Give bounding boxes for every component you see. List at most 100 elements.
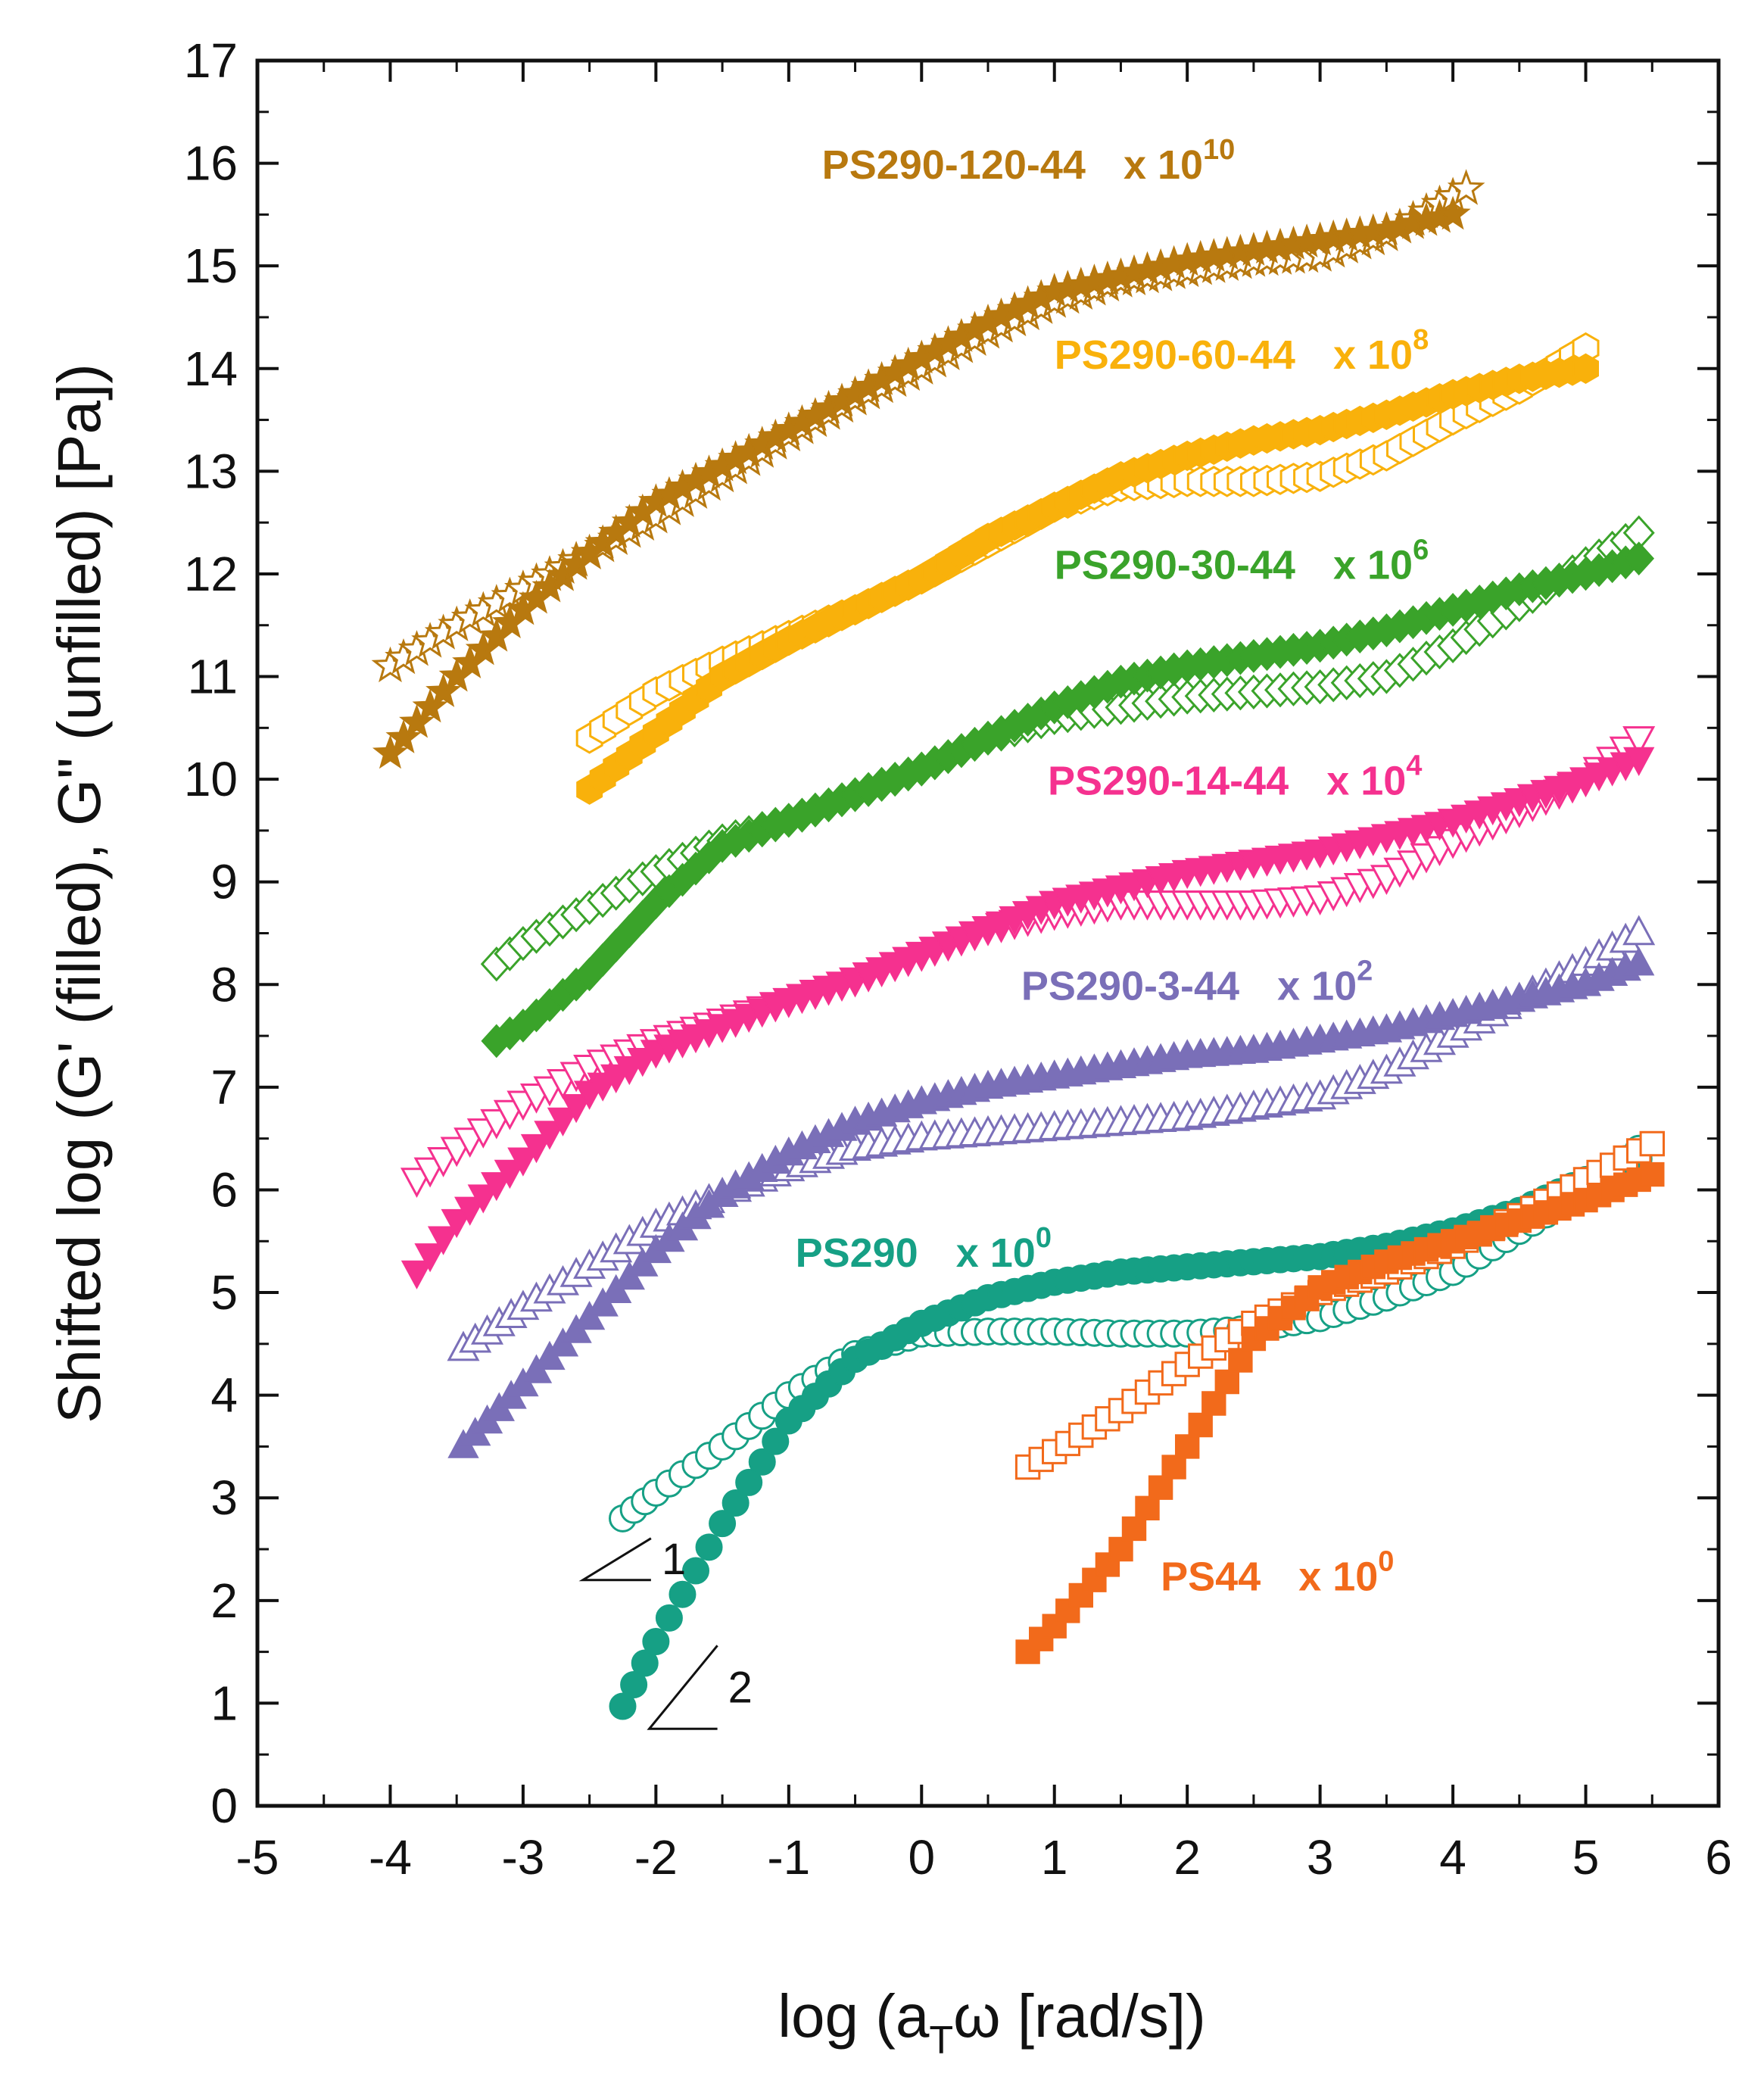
series-factor-exponent: 2 xyxy=(1357,956,1373,987)
storage-modulus-point xyxy=(1161,1455,1186,1480)
y-tick-label: 15 xyxy=(184,239,238,293)
x-tick-label: 1 xyxy=(1041,1830,1068,1885)
storage-modulus-point xyxy=(1435,195,1471,230)
y-tick-label: 13 xyxy=(184,444,238,498)
x-axis-title: log (aTω [rad/s]) xyxy=(778,1982,1206,2063)
y-axis-title: Shifted log (G' (filled), G" (unfilled) … xyxy=(45,363,113,1423)
storage-modulus-point xyxy=(695,1533,723,1561)
storage-modulus-point xyxy=(1623,946,1655,976)
series-ps290-60-44 xyxy=(575,332,1600,805)
y-tick-label: 0 xyxy=(210,1779,238,1833)
loss-modulus-point xyxy=(1447,169,1485,205)
series-factor-exponent: 4 xyxy=(1406,750,1422,781)
storage-modulus-point xyxy=(1572,353,1599,384)
y-tick-label: 7 xyxy=(210,1060,238,1115)
x-tick-label: 2 xyxy=(1173,1830,1201,1885)
x-axis-title-post: ω [rad/s]) xyxy=(953,1982,1206,2050)
y-tick-label: 4 xyxy=(210,1368,238,1423)
storage-modulus-point xyxy=(414,1243,446,1273)
storage-modulus-point xyxy=(1623,541,1655,575)
storage-modulus-point xyxy=(682,1557,709,1585)
series-factor: x 10 xyxy=(1333,543,1413,588)
storage-modulus-point xyxy=(748,1448,776,1476)
y-tick-label: 12 xyxy=(184,547,238,601)
slope-label-2: 2 xyxy=(728,1663,753,1712)
data-marks xyxy=(371,169,1665,1720)
storage-modulus-point xyxy=(669,1580,697,1608)
storage-modulus-point xyxy=(372,734,408,769)
storage-modulus-point xyxy=(1228,1348,1253,1373)
series-name: PS44 xyxy=(1161,1554,1261,1599)
loss-modulus-point xyxy=(1622,726,1656,756)
series-factor: x 10 xyxy=(956,1230,1036,1276)
series-label-ps290: PS290 x 100 xyxy=(796,1222,1052,1276)
series-name: PS290-120-44 xyxy=(822,142,1086,188)
x-tick-label: 3 xyxy=(1307,1830,1334,1885)
storage-modulus-point xyxy=(560,1094,592,1124)
series-factor-exponent: 10 xyxy=(1203,134,1235,166)
storage-modulus-point xyxy=(441,1208,472,1239)
storage-modulus-point xyxy=(1135,1495,1160,1520)
y-tick-label: 5 xyxy=(210,1265,238,1320)
series-label-ps290-60-44: PS290-60-44 x 108 xyxy=(1055,324,1429,378)
series-name: PS290-14-44 xyxy=(1048,758,1289,803)
storage-modulus-point xyxy=(1201,1391,1226,1416)
x-tick-label: -4 xyxy=(369,1830,412,1885)
series-factor-exponent: 8 xyxy=(1413,324,1429,356)
series-ps290-3-44 xyxy=(447,915,1656,1458)
storage-modulus-point xyxy=(1121,1516,1147,1542)
storage-modulus-point xyxy=(399,703,435,738)
series-label-ps290-3-44: PS290-3-44 x 102 xyxy=(1021,956,1373,1009)
series-factor: x 10 xyxy=(1277,964,1357,1009)
y-tick-label: 11 xyxy=(188,650,238,704)
storage-modulus-point xyxy=(620,1671,648,1699)
storage-modulus-point xyxy=(709,1510,737,1538)
series-name: PS290 xyxy=(796,1230,918,1276)
loss-modulus-point xyxy=(1639,1130,1665,1157)
y-tick-label: 3 xyxy=(210,1470,238,1525)
y-tick-label: 16 xyxy=(184,136,238,191)
storage-modulus-point xyxy=(631,1649,659,1677)
y-tick-label: 1 xyxy=(210,1676,238,1730)
series-ps290-14-44 xyxy=(400,726,1656,1289)
storage-modulus-point xyxy=(1640,1161,1665,1187)
storage-modulus-point xyxy=(547,1107,579,1137)
series-factor-exponent: 0 xyxy=(1036,1222,1052,1254)
storage-modulus-point xyxy=(427,1226,460,1255)
storage-modulus-point xyxy=(655,1604,683,1632)
series-factor: x 10 xyxy=(1298,1554,1378,1599)
storage-modulus-point xyxy=(1188,1412,1213,1438)
series-label-ps290-120-44: PS290-120-44 x 1010 xyxy=(822,134,1236,188)
series-ps290-30-44 xyxy=(480,515,1655,1059)
y-tick-label: 10 xyxy=(184,752,238,806)
loss-modulus-point xyxy=(1622,915,1656,946)
storage-modulus-point xyxy=(1623,747,1655,777)
x-tick-label: 0 xyxy=(908,1830,935,1885)
storage-modulus-point xyxy=(412,688,448,723)
storage-modulus-point xyxy=(467,1184,499,1214)
tick-labels: -5 -4 -3 -2 -1 0 1 2 3 4 5 601234567891011121314151… xyxy=(184,33,1732,1885)
series-name: PS290-3-44 xyxy=(1021,964,1239,1009)
slope-triangle-1 xyxy=(578,1537,652,1582)
slope-triangle-2 xyxy=(647,1645,718,1730)
y-tick-label: 8 xyxy=(210,957,238,1012)
storage-modulus-point xyxy=(534,1121,566,1150)
series-name: PS290-60-44 xyxy=(1055,332,1295,378)
y-tick-label: 14 xyxy=(184,341,238,396)
storage-modulus-point xyxy=(520,1133,553,1164)
storage-modulus-point xyxy=(494,1159,526,1190)
series-factor-exponent: 6 xyxy=(1413,535,1429,566)
x-axis-title-sub: T xyxy=(929,2019,953,2063)
series-factor: x 10 xyxy=(1326,758,1406,803)
storage-modulus-point xyxy=(1214,1369,1239,1395)
slope-label-1: 1 xyxy=(662,1535,686,1584)
storage-modulus-point xyxy=(609,1692,637,1720)
storage-modulus-point xyxy=(425,673,462,707)
x-tick-label: 4 xyxy=(1439,1830,1466,1885)
x-tick-label: -2 xyxy=(634,1830,678,1885)
x-tick-label: -5 xyxy=(236,1830,279,1885)
series-name: PS290-30-44 xyxy=(1055,543,1295,588)
series-factor: x 10 xyxy=(1333,332,1413,378)
